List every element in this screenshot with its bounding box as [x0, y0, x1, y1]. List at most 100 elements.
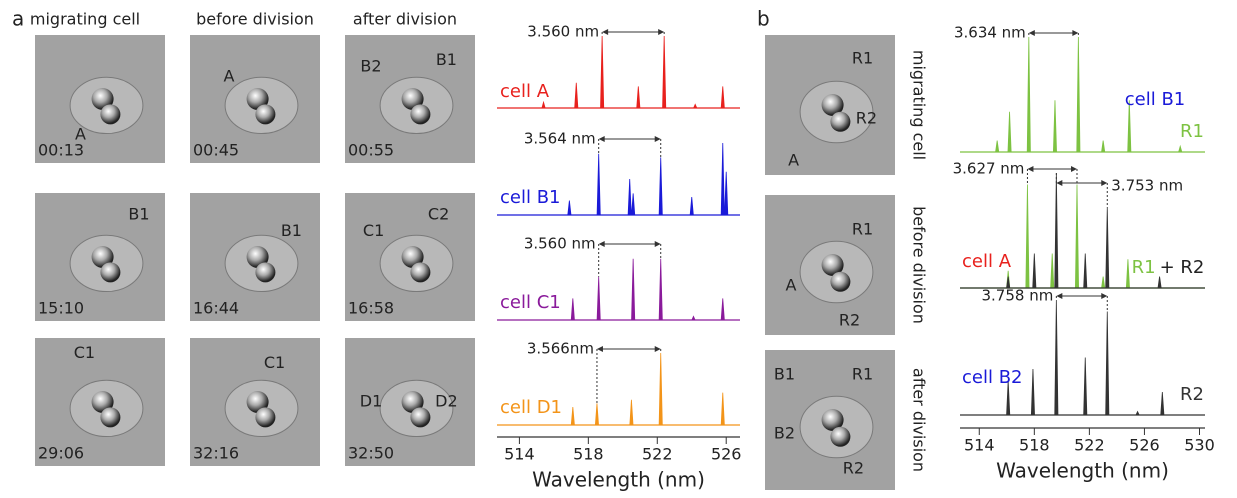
peak [1006, 380, 1011, 416]
bead [255, 104, 276, 125]
x-tick-label: 526 [711, 445, 742, 464]
arrowhead [1056, 293, 1108, 299]
bead [246, 88, 269, 110]
peak [567, 200, 572, 216]
peak [1083, 357, 1088, 416]
trace-label-part: cell D1 [500, 397, 562, 418]
cell-label: D2 [435, 392, 458, 411]
trace-label-part: cell B1 [500, 187, 561, 208]
bead [401, 391, 424, 413]
bead [821, 94, 844, 116]
trace-label-part: R2 [1180, 384, 1204, 405]
bead [410, 262, 431, 283]
cell-label: R1 [852, 220, 873, 239]
peak [1025, 184, 1030, 289]
peak [1006, 276, 1011, 289]
cell-label: R1 [852, 48, 873, 67]
peak [596, 153, 601, 216]
cell-label: B1 [436, 50, 457, 69]
timestamp: 00:45 [193, 141, 239, 160]
arrowhead [1028, 30, 1079, 36]
trace-label-part: cell B1 [1125, 89, 1186, 110]
cell-label: R2 [856, 109, 877, 128]
column-title: migrating cell [30, 10, 140, 29]
peak [1105, 207, 1110, 289]
peak [1050, 253, 1055, 289]
cell-label: B1 [774, 365, 795, 384]
cell-label: C1 [363, 221, 384, 240]
timestamp: 00:13 [38, 141, 84, 160]
row-title: before division [910, 206, 929, 324]
x-tick-label: 518 [573, 445, 604, 464]
peak [574, 82, 579, 109]
trace-label: cell B2 [962, 367, 1023, 388]
bead [410, 407, 431, 428]
peak [1054, 299, 1059, 416]
peak [570, 406, 575, 426]
timestamp: 16:58 [348, 299, 394, 318]
spacing-label: 3.627 nm [953, 160, 1025, 178]
spacing-label: 3.564 nm [524, 130, 596, 148]
bead [246, 246, 269, 268]
x-axis-label: Wavelength (nm) [532, 468, 705, 492]
peak [1125, 259, 1130, 289]
peak [1160, 391, 1165, 416]
cell-label: C1 [264, 353, 285, 372]
peak [570, 298, 575, 321]
peak [662, 35, 667, 109]
peak [691, 315, 696, 321]
peak [1083, 253, 1088, 289]
peak [1032, 253, 1037, 289]
cell-label: B1 [281, 221, 302, 240]
peak [724, 171, 729, 216]
spacing-label: 3.753 nm [1111, 177, 1183, 195]
peak [720, 86, 725, 109]
peak [689, 196, 694, 216]
peak [1101, 140, 1106, 153]
arrowhead [1027, 166, 1077, 172]
trace-label-part: cell A [500, 81, 550, 102]
trace-label: R1 [1180, 121, 1204, 142]
bead [91, 246, 114, 268]
bead [91, 391, 114, 413]
peak [629, 399, 634, 426]
cell-label: R2 [843, 459, 864, 478]
bead [255, 262, 276, 283]
timestamp: 15:10 [38, 299, 84, 318]
peak [1101, 276, 1106, 289]
x-tick-label: 514 [964, 436, 995, 455]
peak [692, 103, 698, 109]
peak [596, 276, 601, 321]
bead [91, 88, 114, 110]
trace-label-part: + R2 [1160, 257, 1205, 278]
cell-label: A [75, 124, 86, 143]
peak [1157, 276, 1162, 289]
peak [1135, 410, 1140, 416]
trace-label: R1 + R2 [1132, 257, 1205, 278]
spacing-label: 3.560 nm [527, 23, 599, 41]
spacing-label: 3.560 nm [524, 235, 596, 253]
timestamp: 32:16 [193, 444, 239, 463]
peak [1026, 36, 1031, 153]
trace-label: cell B1 [500, 187, 561, 208]
cell-label: B1 [128, 204, 149, 223]
x-tick-label: 522 [642, 445, 673, 464]
peak [631, 258, 636, 321]
x-tick-label: 530 [1184, 436, 1215, 455]
bead [100, 104, 121, 125]
trace-label: R2 [1180, 384, 1204, 405]
bead [246, 391, 269, 413]
cell-label: A [788, 151, 799, 170]
bead [821, 254, 844, 276]
trace-label: cell D1 [500, 397, 562, 418]
column-title: after division [353, 10, 457, 29]
peak [720, 392, 725, 426]
panel-label: b [757, 7, 770, 31]
cell-label: C2 [428, 204, 449, 223]
cell-label: B2 [360, 57, 381, 76]
spacing-label: 3.566nm [527, 340, 594, 358]
bead [830, 271, 851, 292]
trace-label-part: cell C1 [500, 292, 561, 313]
cell-label: A [786, 276, 797, 295]
